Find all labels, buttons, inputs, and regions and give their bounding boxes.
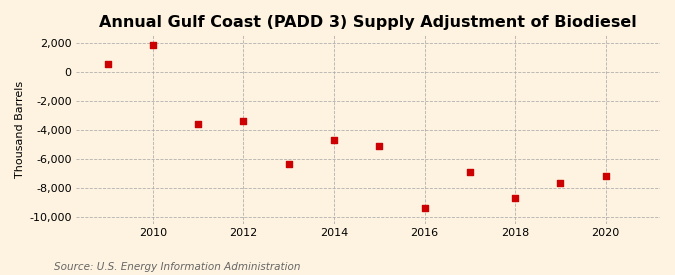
Text: Source: U.S. Energy Information Administration: Source: U.S. Energy Information Administ… xyxy=(54,262,300,272)
Point xyxy=(102,62,113,67)
Point xyxy=(464,169,475,174)
Point xyxy=(284,162,294,167)
Point xyxy=(555,181,566,185)
Point xyxy=(147,43,158,48)
Point xyxy=(374,143,385,148)
Point xyxy=(419,206,430,210)
Point xyxy=(238,119,249,123)
Point xyxy=(600,174,611,178)
Point xyxy=(510,196,520,200)
Point xyxy=(329,138,340,142)
Title: Annual Gulf Coast (PADD 3) Supply Adjustment of Biodiesel: Annual Gulf Coast (PADD 3) Supply Adjust… xyxy=(99,15,637,30)
Y-axis label: Thousand Barrels: Thousand Barrels xyxy=(15,81,25,178)
Point xyxy=(192,122,203,126)
